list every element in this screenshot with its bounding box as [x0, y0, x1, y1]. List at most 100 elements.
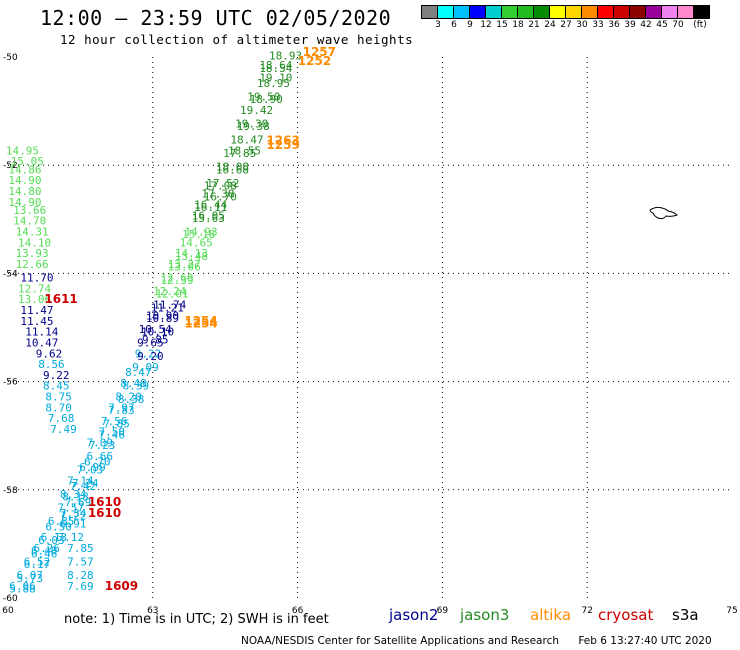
- mission-jason3: jason3: [460, 606, 510, 624]
- swh-value-label: 7.85: [67, 542, 94, 555]
- swh-value-label: 16.68: [216, 163, 249, 176]
- swh-value-label: 19.50: [247, 90, 280, 103]
- swh-value-label: 6.46: [31, 547, 58, 560]
- legend-label: 70: [672, 20, 684, 30]
- swh-value-label: 14.93: [185, 226, 218, 239]
- swh-value-label: 1609: [105, 579, 138, 593]
- swh-value-label: 8.39: [123, 380, 150, 393]
- swh-value-label: 19.10: [259, 71, 292, 84]
- map-subtitle: 12 hour collection of altimeter wave hei…: [60, 32, 414, 47]
- swh-value-label: 10.47: [25, 336, 58, 349]
- swh-value-label: 7.09: [86, 437, 113, 450]
- swh-value-label: 19.30: [235, 117, 268, 130]
- swh-value-label: 6.40: [31, 545, 58, 558]
- swh-value-label: 6.03: [38, 534, 65, 547]
- swh-value-label: 7.57: [57, 501, 84, 514]
- swh-value-label: 10.89: [146, 312, 179, 325]
- swh-value-label: 7.14: [67, 474, 94, 487]
- swh-value-label: 8.47: [125, 366, 152, 379]
- swh-value-label: 10.54: [139, 323, 172, 336]
- swh-value-label: 8.48: [120, 377, 147, 390]
- swh-value-label: 11.14: [25, 326, 58, 339]
- swh-value-label: 8.38: [118, 393, 145, 406]
- swh-value-label: 15.63: [192, 212, 225, 225]
- swh-value-label: 14.31: [16, 226, 49, 239]
- legend-label: 15: [496, 20, 508, 30]
- swh-value-label: 17.85: [223, 147, 256, 160]
- swh-value-label: 9.09: [132, 361, 159, 374]
- swh-value-label: 14.10: [18, 236, 51, 249]
- swh-value-label: 1610: [88, 506, 121, 520]
- swh-value-label: 18.95: [257, 77, 290, 90]
- swh-value-label: 8.56: [38, 358, 65, 371]
- swh-value-label: 11.45: [20, 315, 53, 328]
- swh-value-label: 6.66: [86, 450, 113, 463]
- swh-value-label: 13.27: [168, 258, 201, 271]
- swh-value-label: 5.88: [9, 583, 36, 596]
- swh-value-label: 7.56: [101, 415, 128, 428]
- swh-value-label: 7.46: [99, 428, 126, 441]
- swh-value-label: 7.42: [70, 480, 97, 493]
- y-tick-label: -54: [3, 269, 18, 279]
- y-tick-label: -50: [3, 53, 18, 63]
- swh-value-label: 6.99: [79, 461, 106, 474]
- swh-value-label: 1610: [88, 495, 121, 509]
- legend-labels: 3 6 9 12 15 18 21 24 27 30 33 36 39 42 45 70 (ft): [422, 19, 740, 31]
- swh-value-label: 19.42: [240, 104, 273, 117]
- swh-value-label: 7.23: [89, 439, 116, 452]
- swh-value-label: 1611: [44, 292, 77, 306]
- legend-label: 21: [528, 20, 540, 30]
- y-tick-label: -60: [3, 594, 18, 604]
- swh-value-label: 6.07: [16, 569, 43, 582]
- swh-value-label: 8.18: [62, 491, 89, 504]
- swh-value-label: 14.95: [6, 144, 39, 157]
- swh-value-label: 7.49: [50, 423, 77, 436]
- swh-value-label: 13.66: [13, 204, 46, 217]
- legend-label: 24: [544, 20, 556, 30]
- swh-value-label: 18.55: [228, 144, 261, 157]
- legend-label: 45: [656, 20, 668, 30]
- swh-value-label: 16.05: [192, 209, 225, 222]
- swh-value-label: 1254: [184, 314, 217, 328]
- x-tick-label: 75: [726, 606, 737, 616]
- swh-value-label: 6.85: [48, 515, 75, 528]
- map-title: 12:00 – 23:59 UTC 02/05/2020: [40, 6, 392, 30]
- swh-value-label: 7.57: [67, 556, 94, 569]
- legend-label: 6: [451, 20, 457, 30]
- swh-value-label: 11.47: [20, 304, 53, 317]
- footer-timestamp: Feb 6 13:27:40 UTC 2020: [578, 635, 712, 647]
- swh-value-label: 18.08: [216, 161, 249, 174]
- swh-value-label: 9.22: [43, 369, 70, 382]
- swh-value-label: 7.68: [48, 412, 75, 425]
- swh-value-label: 9.22: [135, 347, 162, 360]
- swh-value-label: 16.11: [194, 201, 227, 214]
- swh-value-label: 14.86: [8, 163, 41, 176]
- swh-value-label: 12.69: [160, 272, 193, 285]
- legend-swatch: [693, 5, 710, 19]
- swh-value-label: 10.10: [141, 326, 174, 339]
- legend-swatches: [421, 5, 740, 19]
- swh-value-label: 7.24: [72, 477, 99, 490]
- legend-label: 3: [435, 20, 441, 30]
- swh-value-label: 9.85: [142, 334, 169, 347]
- swh-value-label: 9.65: [137, 336, 164, 349]
- swh-value-label: 7.03: [77, 464, 104, 477]
- swh-value-label: 14.70: [13, 215, 46, 228]
- units-note: note: 1) Time is in UTC; 2) SWH is in fe…: [64, 612, 329, 627]
- swh-value-label: 7.34: [60, 507, 87, 520]
- island-outline: [649, 206, 678, 220]
- legend-label: 30: [576, 20, 588, 30]
- swh-value-label: 18.93: [269, 50, 302, 63]
- y-tick-label: -52: [3, 161, 18, 171]
- swh-value-label: 12.01: [156, 288, 189, 301]
- swh-value-label: 18.54: [259, 62, 292, 75]
- swh-value-label: 1252: [298, 54, 331, 68]
- wave-height-color-legend: 3 6 9 12 15 18 21 24 27 30 33 36 39 42 45 70 (ft): [421, 5, 740, 31]
- x-tick-label: 66: [292, 606, 304, 616]
- y-tick-label: -56: [3, 378, 18, 388]
- x-tick-label: 63: [147, 606, 158, 616]
- x-tick-label: 72: [581, 606, 592, 616]
- swh-value-label: 12.24: [153, 285, 186, 298]
- legend-label: 27: [560, 20, 572, 30]
- legend-label: 18: [512, 20, 524, 30]
